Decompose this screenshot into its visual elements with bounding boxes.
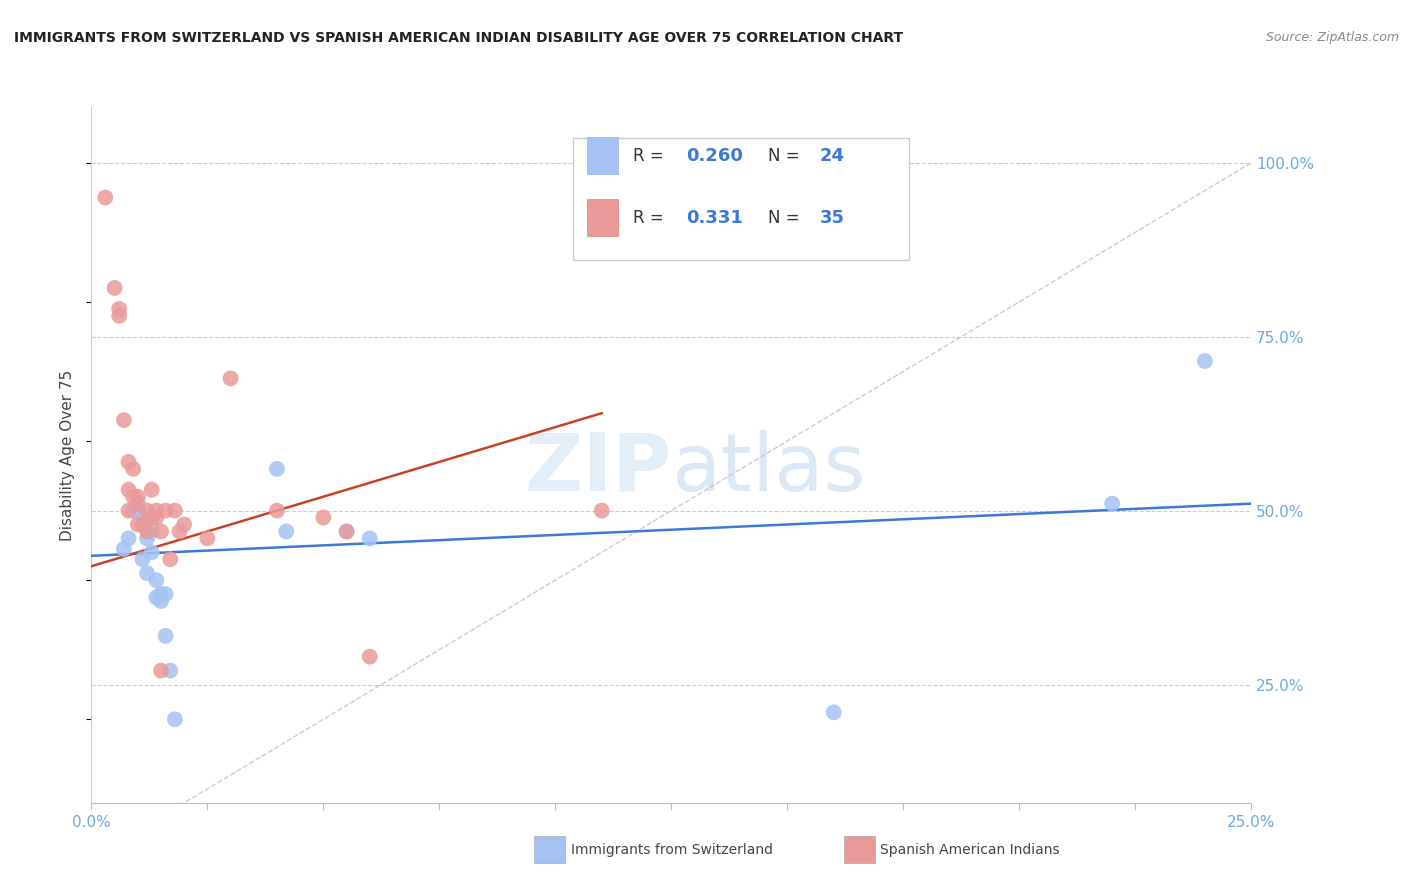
Point: [122, 490, 145, 504]
Point: [266, 462, 288, 476]
Point: [141, 524, 163, 539]
Point: [136, 503, 159, 517]
Text: atlas: atlas: [671, 430, 866, 508]
Text: R =: R =: [633, 210, 669, 227]
Text: 24: 24: [820, 147, 845, 165]
Point: [117, 483, 139, 497]
Point: [173, 517, 195, 532]
Point: [131, 517, 153, 532]
Point: [108, 301, 131, 316]
Point: [141, 483, 163, 497]
Text: R =: R =: [633, 147, 669, 165]
Text: ZIP: ZIP: [524, 430, 671, 508]
Point: [136, 566, 159, 581]
Y-axis label: Disability Age Over 75: Disability Age Over 75: [60, 369, 76, 541]
Point: [195, 532, 219, 546]
Point: [141, 545, 163, 559]
Point: [112, 541, 135, 556]
Point: [163, 503, 186, 517]
Point: [335, 524, 357, 539]
Point: [94, 190, 117, 204]
Point: [149, 594, 172, 608]
Text: 0.260: 0.260: [686, 147, 744, 165]
Point: [141, 510, 163, 524]
Point: [117, 503, 139, 517]
Point: [312, 510, 335, 524]
Point: [159, 552, 181, 566]
Point: [219, 371, 242, 385]
Point: [145, 591, 167, 605]
Point: [131, 552, 153, 566]
Point: [591, 503, 613, 517]
Point: [276, 524, 298, 539]
Point: [335, 524, 357, 539]
Point: [145, 503, 167, 517]
Point: [155, 629, 177, 643]
Point: [117, 455, 139, 469]
Point: [104, 281, 127, 295]
Text: Source: ZipAtlas.com: Source: ZipAtlas.com: [1265, 31, 1399, 45]
Point: [145, 573, 167, 587]
Point: [823, 706, 845, 720]
Text: 35: 35: [820, 210, 845, 227]
FancyBboxPatch shape: [586, 136, 619, 175]
Text: N =: N =: [768, 210, 804, 227]
Text: Spanish American Indians: Spanish American Indians: [880, 843, 1060, 857]
Text: N =: N =: [768, 147, 804, 165]
Point: [163, 712, 186, 726]
Text: 0.331: 0.331: [686, 210, 744, 227]
FancyBboxPatch shape: [586, 199, 619, 237]
Point: [136, 532, 159, 546]
Point: [122, 503, 145, 517]
Text: Immigrants from Switzerland: Immigrants from Switzerland: [571, 843, 773, 857]
Point: [122, 462, 145, 476]
Point: [117, 532, 139, 546]
Point: [127, 503, 149, 517]
Point: [145, 510, 167, 524]
Point: [155, 503, 177, 517]
Point: [159, 664, 181, 678]
Point: [1194, 354, 1216, 368]
Point: [149, 664, 172, 678]
Point: [149, 587, 172, 601]
Point: [149, 524, 172, 539]
Point: [127, 490, 149, 504]
Point: [1101, 497, 1123, 511]
Point: [127, 497, 149, 511]
Point: [112, 413, 135, 427]
Point: [266, 503, 288, 517]
Point: [155, 587, 177, 601]
Point: [359, 532, 381, 546]
Point: [108, 309, 131, 323]
Point: [169, 524, 191, 539]
Point: [359, 649, 381, 664]
Point: [131, 517, 153, 532]
Text: IMMIGRANTS FROM SWITZERLAND VS SPANISH AMERICAN INDIAN DISABILITY AGE OVER 75 CO: IMMIGRANTS FROM SWITZERLAND VS SPANISH A…: [14, 31, 903, 45]
FancyBboxPatch shape: [572, 138, 910, 260]
Point: [127, 517, 149, 532]
Point: [136, 524, 159, 539]
